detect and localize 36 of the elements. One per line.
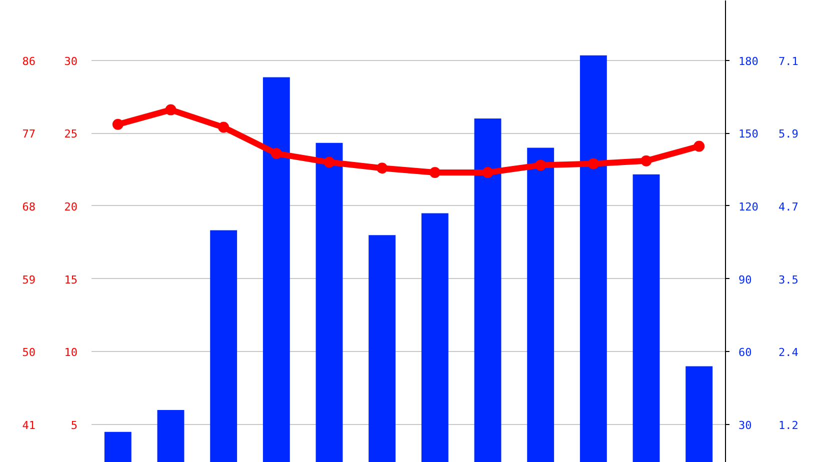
- point: [535, 160, 546, 171]
- y3-tick-label: 68: [22, 200, 36, 214]
- text: 5.9: [778, 128, 798, 141]
- point: [429, 166, 440, 178]
- text: 4.7: [778, 200, 798, 214]
- y2-tick-label: 150: [738, 128, 758, 141]
- y2-tick-label: 60: [738, 346, 752, 360]
- y3-tick-label: 77: [22, 128, 36, 141]
- point: [165, 104, 176, 116]
- y-tick-label: 5: [70, 419, 78, 432]
- y-tick-label: 15: [64, 273, 78, 286]
- y-tick-label: 10: [64, 346, 78, 360]
- y2-tick-label: 30: [738, 419, 752, 432]
- y2-tick-label: 90: [738, 273, 752, 286]
- text: 2.4: [778, 346, 799, 360]
- point: [324, 156, 335, 168]
- point: [694, 140, 705, 152]
- point: [218, 122, 230, 133]
- y-tick-label: 20: [64, 200, 78, 214]
- point: [588, 158, 599, 170]
- point: [482, 166, 494, 178]
- text: 7.1: [778, 54, 798, 68]
- y3-tick-label: 41: [22, 418, 36, 432]
- y2-tick-label: 120: [738, 200, 758, 214]
- y3-tick-label: 59: [22, 273, 36, 286]
- point: [376, 162, 388, 174]
- text: 3.5: [778, 273, 798, 286]
- y3-tick-label: 50: [22, 346, 36, 360]
- y-tick-label: 25: [64, 128, 78, 141]
- y3-tick-label: 86: [22, 54, 36, 68]
- point: [112, 118, 124, 130]
- point: [270, 148, 282, 160]
- point: [640, 155, 652, 166]
- text: 1.2: [778, 419, 798, 432]
- y2-tick-label: 180: [738, 54, 758, 68]
- y-tick-label: 30: [64, 54, 78, 68]
